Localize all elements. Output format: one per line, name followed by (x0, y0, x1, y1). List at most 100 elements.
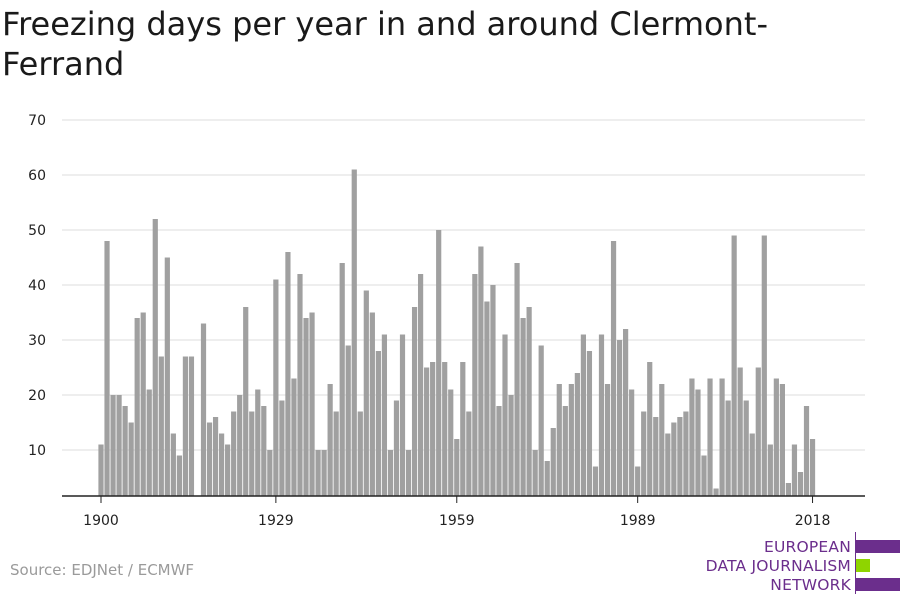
bar (442, 362, 448, 496)
bar (369, 312, 375, 496)
bar (520, 318, 526, 496)
bar (243, 307, 249, 496)
bar (424, 367, 430, 496)
bar (140, 312, 146, 496)
bar (357, 411, 363, 496)
bar (200, 323, 207, 496)
x-tick-label: 2018 (795, 513, 831, 529)
x-tick-label: 1900 (83, 513, 119, 529)
bar (351, 169, 357, 496)
bar (291, 378, 297, 496)
bar (526, 307, 532, 496)
bar (387, 450, 394, 496)
bar (417, 274, 424, 496)
logo-bar-green (856, 559, 870, 572)
bar (797, 472, 804, 496)
bar (279, 400, 285, 496)
bar (803, 406, 810, 496)
bar (231, 411, 237, 496)
bar (556, 384, 562, 496)
bar (761, 235, 767, 496)
y-tick-label: 30 (28, 333, 46, 349)
bar (629, 389, 635, 496)
bar (146, 389, 152, 496)
bar (285, 252, 291, 496)
bar (568, 384, 574, 496)
bar (273, 279, 279, 496)
bar (134, 318, 140, 496)
bar (532, 450, 538, 496)
bar (623, 329, 629, 496)
x-tick-label: 1959 (439, 513, 475, 529)
logo-line-2: DATA JOURNALISM (705, 557, 851, 575)
bar (496, 406, 502, 496)
bar (116, 395, 122, 496)
bar (478, 246, 484, 496)
bar (206, 422, 213, 496)
bar (671, 422, 677, 496)
bar (695, 389, 701, 496)
bar (321, 450, 327, 496)
bar (653, 417, 659, 496)
bar (237, 395, 243, 496)
bar (538, 345, 544, 496)
logo-bar-purple-top (856, 540, 900, 553)
x-axis-ticks: 1900 1929 1959 1989 2018 (83, 513, 830, 529)
bar (586, 351, 593, 496)
y-tick-label: 60 (28, 168, 46, 184)
bar (164, 257, 170, 496)
bar (659, 384, 665, 496)
bar (405, 450, 412, 496)
bar (158, 356, 164, 496)
bar (345, 345, 351, 496)
bar (399, 334, 406, 496)
bar (737, 367, 743, 496)
bar (641, 411, 647, 496)
bar (514, 263, 520, 496)
logo-line-3: NETWORK (770, 576, 851, 594)
bar (98, 444, 104, 496)
bar (616, 340, 623, 496)
bar (773, 378, 779, 496)
bar (430, 362, 436, 496)
bar (249, 411, 255, 496)
bar (725, 400, 731, 496)
bar (176, 455, 182, 496)
bar (212, 417, 219, 496)
bar (544, 461, 550, 496)
bar (327, 384, 333, 496)
bar (689, 378, 695, 496)
y-tick-label: 10 (28, 443, 46, 459)
y-axis-ticks: 10 20 30 40 50 60 70 (28, 113, 46, 459)
bar (490, 285, 496, 496)
bar (647, 362, 653, 496)
bar (502, 334, 508, 496)
bar (448, 389, 454, 496)
bar (170, 433, 176, 496)
logo-line-1: EUROPEAN (763, 538, 851, 556)
grid-lines (62, 119, 865, 451)
bar (574, 373, 580, 496)
bar (225, 444, 231, 496)
logo-bar-purple-bottom (856, 578, 900, 591)
bar (381, 334, 388, 496)
bar (182, 356, 189, 496)
bar (701, 455, 707, 496)
bar (665, 433, 671, 496)
bar (363, 290, 369, 496)
bar (562, 406, 568, 496)
chart-title: Freezing days per year in and around Cle… (2, 5, 768, 83)
bar (755, 367, 761, 496)
x-tick-label: 1989 (620, 513, 656, 529)
bar (436, 230, 442, 496)
bar (255, 389, 261, 496)
y-tick-label: 70 (28, 113, 46, 129)
bar (309, 312, 315, 496)
bar (580, 334, 586, 496)
bar (188, 356, 195, 496)
y-tick-label: 50 (28, 223, 46, 239)
bar (466, 411, 472, 496)
bar (779, 384, 785, 496)
bar (719, 378, 725, 496)
